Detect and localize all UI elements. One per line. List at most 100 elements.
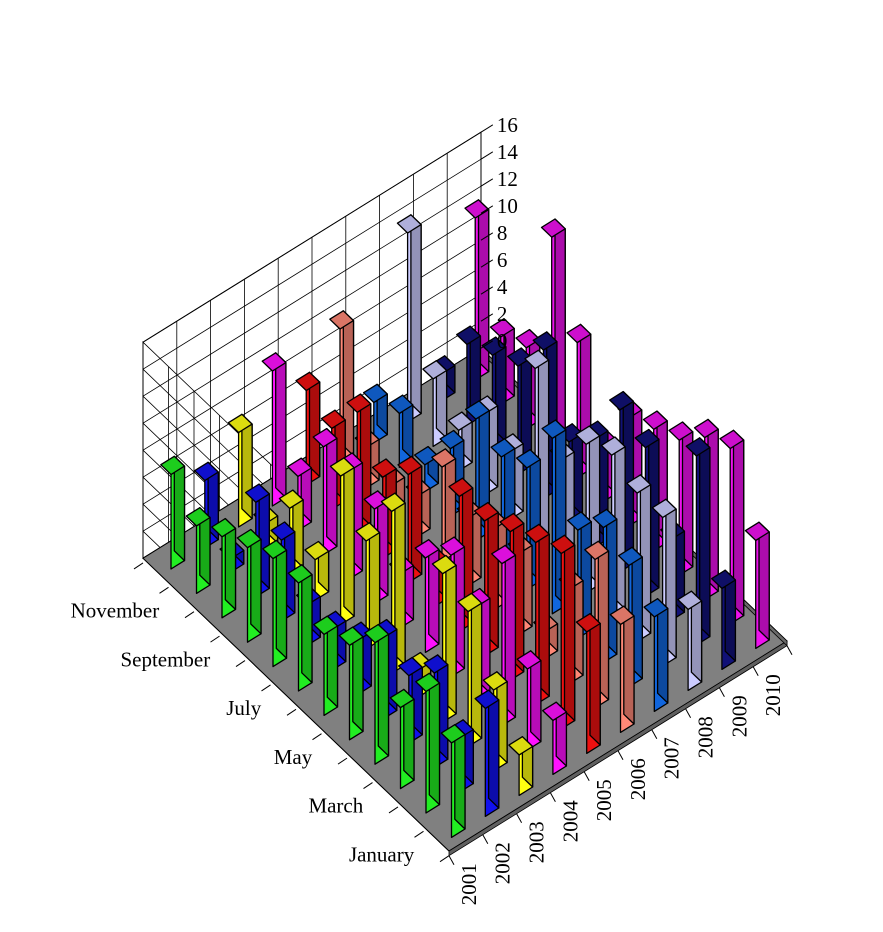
- month-tick-mark: [210, 635, 220, 643]
- bar-2010-january: [744, 521, 770, 650]
- month-tick-label: September: [120, 647, 210, 671]
- month-tick-mark: [363, 782, 373, 789]
- bar-2004-february: [516, 650, 542, 751]
- month-tick-mark: [235, 660, 246, 667]
- year-tick-mark: [516, 813, 523, 823]
- bar-2004-january: [542, 701, 568, 776]
- year-tick-label: 2002: [491, 842, 515, 884]
- year-tick-label: 2005: [592, 779, 616, 821]
- bar-2001-march: [389, 688, 415, 790]
- bar-2003-august: [329, 457, 355, 626]
- bar-2005-august: [397, 455, 423, 584]
- bar-2007-august: [464, 400, 490, 542]
- bar-2001-july: [287, 564, 313, 692]
- bar-2001-october: [211, 517, 237, 619]
- month-tick-label: November: [71, 599, 160, 623]
- z-tick-label: 0: [497, 329, 508, 353]
- z-tick-label: 4: [497, 275, 508, 299]
- year-tick-mark: [482, 834, 489, 844]
- z-tick-mark: [480, 286, 494, 295]
- bar-2005-march: [524, 523, 550, 706]
- bar-2007-january: [643, 598, 669, 713]
- bar-2003-june: [380, 492, 406, 675]
- bar-2001-november: [185, 507, 211, 595]
- z-tick-label: 6: [497, 248, 508, 272]
- year-tick-label: 2007: [660, 737, 684, 779]
- month-tick-mark: [337, 757, 348, 765]
- month-tick-mark: [414, 830, 424, 838]
- z-tick-mark: [480, 151, 494, 160]
- month-tick-label: January: [349, 843, 415, 867]
- z-tick-mark: [480, 313, 494, 322]
- bar-2008-january: [677, 590, 703, 692]
- bar-2003-january: [508, 736, 534, 797]
- z-tick-mark: [480, 124, 494, 133]
- year-tick-label: 2001: [457, 863, 481, 905]
- year-tick-mark: [752, 666, 759, 676]
- month-tick-mark: [286, 708, 297, 716]
- bar-2005-february: [550, 534, 576, 730]
- z-axis-tick-labels: 0 2 4 6 8 10 12 14 16: [497, 113, 518, 353]
- month-tick-label: July: [226, 696, 262, 720]
- z-tick-mark: [480, 340, 494, 349]
- bar-2001-june: [313, 615, 339, 717]
- year-tick-mark: [617, 750, 624, 760]
- month-tick-mark: [133, 562, 144, 570]
- bar-2001-august: [262, 539, 288, 668]
- bar-2001-april: [364, 623, 390, 765]
- bar-2008-december: [396, 214, 422, 423]
- z-tick-mark: [480, 232, 494, 241]
- month-axis-tick-labels: January March May July September November: [71, 599, 415, 867]
- month-tick-mark: [261, 684, 271, 692]
- z-tick-label: 12: [497, 167, 518, 191]
- month-tick-mark: [184, 611, 195, 619]
- bar-2002-january: [474, 689, 500, 818]
- year-tick-mark: [549, 792, 556, 802]
- z-tick-mark: [480, 259, 494, 268]
- year-tick-mark: [685, 708, 692, 718]
- year-tick-label: 2008: [694, 716, 718, 758]
- z-tick-label: 8: [497, 221, 508, 245]
- bar-2001-december: [160, 455, 186, 570]
- bar-2005-january: [575, 613, 601, 755]
- bar-2007-december: [362, 383, 388, 444]
- month-tick-mark: [439, 855, 450, 863]
- bar-2001-september: [236, 528, 262, 643]
- year-tick-mark: [651, 729, 658, 739]
- z-tick-label: 16: [497, 113, 518, 137]
- bar-2001-january: [440, 724, 466, 839]
- year-tick-mark: [583, 771, 590, 781]
- year-tick-label: 2006: [626, 758, 650, 800]
- bar-series-group: [160, 199, 770, 839]
- bar-2006-january: [609, 605, 635, 734]
- bar-2003-september: [304, 540, 330, 601]
- month-tick-mark: [388, 806, 399, 814]
- year-tick-label: 2004: [558, 800, 582, 843]
- z-tick-label: 10: [497, 194, 518, 218]
- year-tick-label: 2003: [525, 821, 549, 863]
- bar-2005-december: [295, 371, 321, 486]
- z-tick-mark: [480, 205, 494, 214]
- bar-2001-may: [338, 626, 364, 741]
- year-tick-mark: [786, 645, 793, 655]
- year-tick-mark: [718, 687, 725, 697]
- z-tick-label: 14: [497, 140, 518, 164]
- bar-2008-november: [422, 360, 448, 448]
- z-tick-mark: [480, 178, 494, 187]
- month-tick-mark: [159, 586, 169, 594]
- bar-2003-july: [355, 522, 381, 650]
- bar-2001-february: [415, 672, 441, 814]
- year-tick-label: 2010: [761, 674, 785, 716]
- year-tick-label: 2009: [727, 695, 751, 737]
- bar-2010-december: [464, 199, 490, 381]
- bar-2009-february: [685, 437, 711, 646]
- bar-2009-january: [711, 569, 737, 671]
- month-tick-label: May: [274, 745, 313, 769]
- axis-lines: [133, 124, 793, 865]
- year-tick-mark: [448, 855, 455, 865]
- month-tick-label: March: [308, 794, 363, 818]
- year-axis-tick-labels: 2001 2002 2003 2004 2005 2006 2007 2008 2009 2010: [457, 674, 785, 905]
- month-tick-mark: [312, 733, 322, 741]
